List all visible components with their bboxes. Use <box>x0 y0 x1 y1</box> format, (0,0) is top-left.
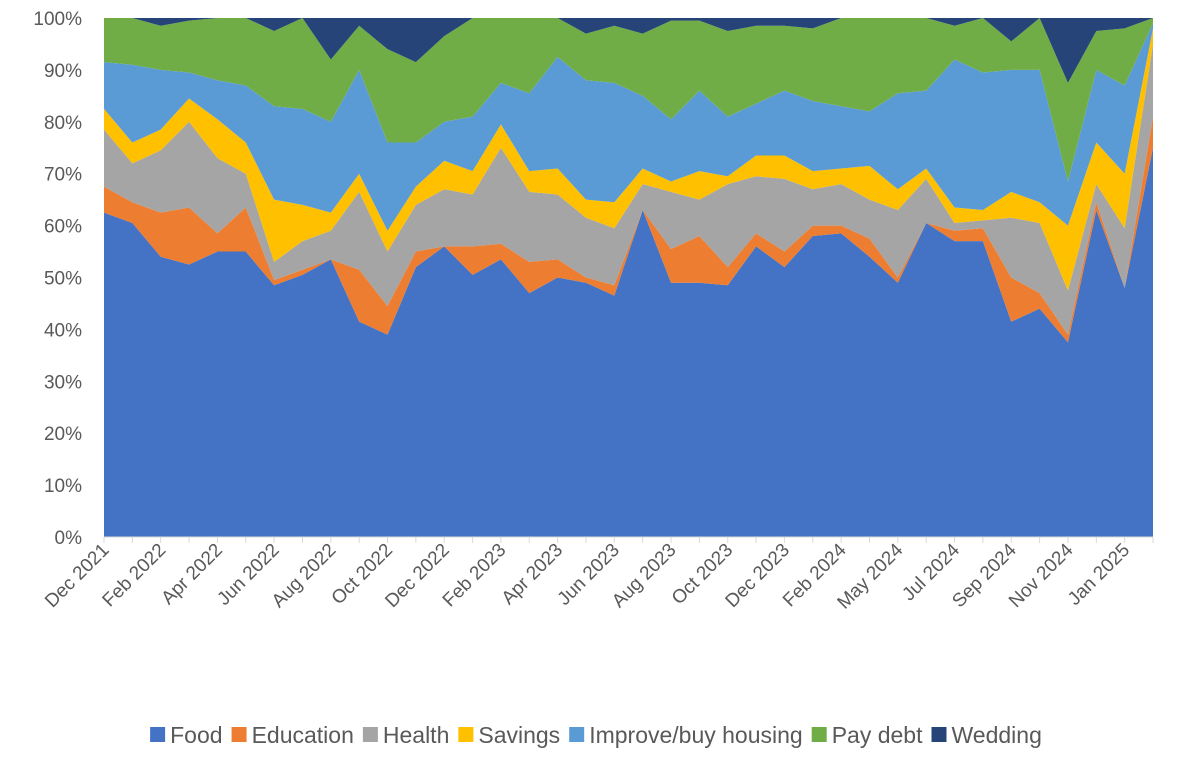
y-tick-label: 30% <box>44 372 82 393</box>
x-tick-label: Jan 2025 <box>1064 540 1134 610</box>
legend-swatch <box>231 727 247 742</box>
legend-item: Education <box>231 722 354 748</box>
y-tick-label: 100% <box>33 9 82 30</box>
legend-label: Food <box>170 722 222 748</box>
legend-swatch <box>458 727 474 742</box>
y-tick-label: 80% <box>44 113 82 134</box>
area <box>104 147 1153 537</box>
legend-swatch <box>811 727 827 742</box>
y-tick-label: 10% <box>44 476 82 497</box>
area <box>104 43 1153 335</box>
legend-swatch <box>150 727 166 742</box>
legend-item: Savings <box>458 722 560 748</box>
legend-label: Pay debt <box>832 722 923 748</box>
legend-item: Wedding <box>931 722 1042 748</box>
legend-swatch <box>931 727 947 742</box>
legend: Food Education Health Savings Improve/buy ho… <box>150 722 1042 748</box>
y-tick-label: 90% <box>44 61 82 82</box>
y-tick-label: 60% <box>44 217 82 238</box>
legend-item: Improve/buy housing <box>569 722 803 748</box>
area <box>104 18 1153 83</box>
y-tick-label: 20% <box>44 424 82 445</box>
legend-item: Food <box>150 722 223 748</box>
y-tick-label: 50% <box>44 269 82 290</box>
legend-label: Education <box>252 722 354 748</box>
area <box>104 18 1153 182</box>
legend-item: Health <box>362 722 449 748</box>
legend-swatch <box>569 727 585 742</box>
y-tick-label: 70% <box>44 165 82 186</box>
legend-label: Improve/buy housing <box>589 722 803 748</box>
legend-label: Wedding <box>952 722 1042 748</box>
area <box>104 116 1153 343</box>
legend-item: Pay debt <box>811 722 923 748</box>
y-tick-label: 40% <box>44 320 82 341</box>
legend-swatch <box>362 727 378 742</box>
legend-label: Health <box>383 722 449 748</box>
legend-label: Savings <box>478 722 560 748</box>
y-tick-label: 0% <box>55 528 83 549</box>
area <box>104 23 1153 231</box>
